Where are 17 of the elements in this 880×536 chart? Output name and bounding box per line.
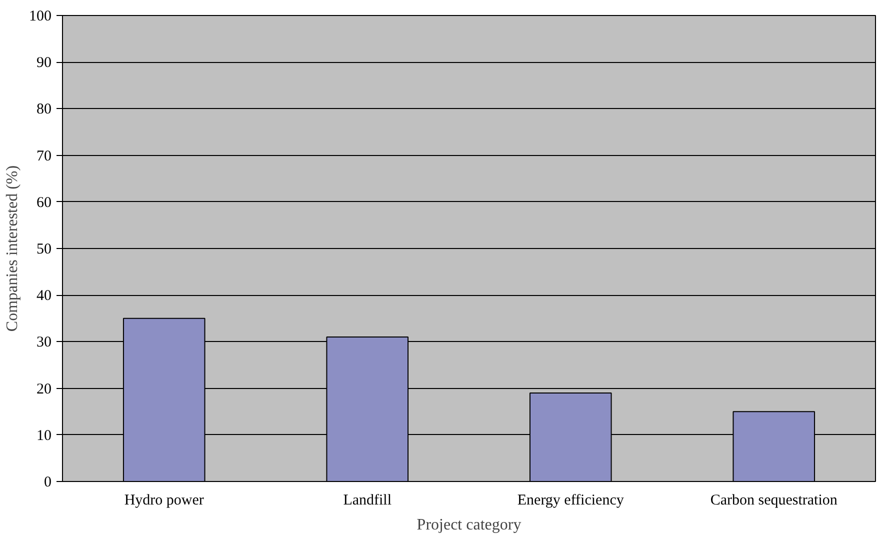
x-tick-label: Energy efficiency [517,492,624,508]
y-tick-label: 70 [36,148,52,164]
y-tick-label: 10 [36,428,52,444]
y-tick-label: 80 [36,102,52,118]
x-tick-label: Hydro power [124,492,204,508]
y-tick-label: 60 [36,194,52,211]
y-tick-label: 30 [36,334,52,351]
x-tick-label: Carbon sequestration [710,492,838,508]
y-tick-label: 50 [36,242,52,258]
x-tick-label: Landfill [343,492,392,508]
y-tick-label: 0 [44,474,52,490]
y-tick-label: 40 [36,288,52,304]
y-axis-title: Companies interested (%) [4,165,21,332]
y-tick-label: 90 [36,55,52,72]
y-tick-label: 20 [36,381,52,398]
x-axis-title: Project category [416,516,522,534]
y-tick-label: 100 [29,8,52,24]
